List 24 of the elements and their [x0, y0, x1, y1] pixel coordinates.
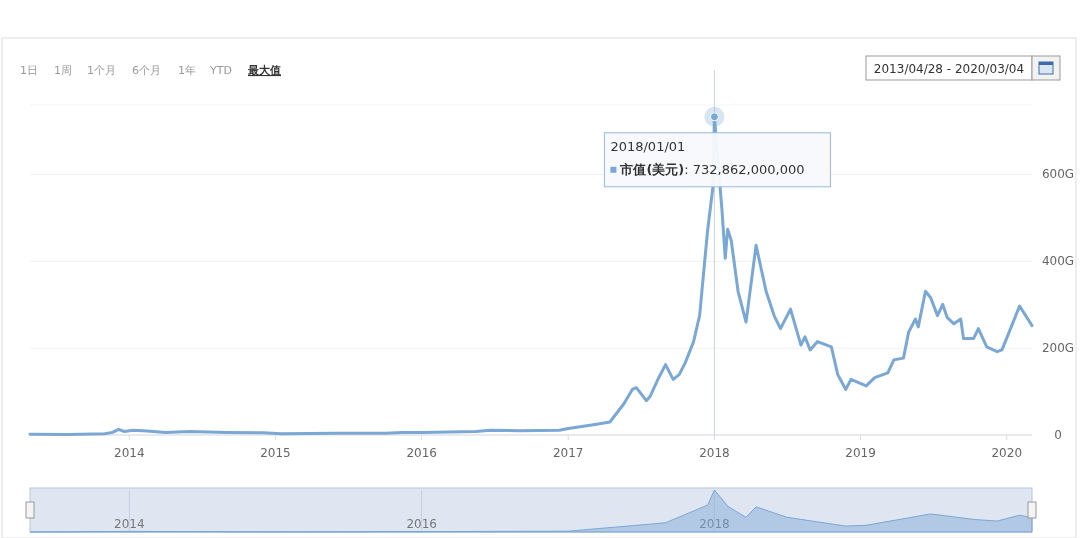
y-tick-label: 600G	[1041, 167, 1075, 182]
x-tick-label: 2014	[114, 517, 145, 531]
text: YTD	[209, 64, 232, 77]
text: 2013/04/28 - 2020/03/04	[873, 62, 1025, 76]
x-tick-label: 2018	[699, 517, 730, 531]
x-tick-label: 2019	[845, 446, 876, 460]
annotation: 2018/01/01	[610, 138, 686, 154]
x-tick-label: 2016	[406, 517, 437, 531]
text: 1周	[54, 64, 72, 77]
x-tick-label: 2014	[114, 446, 145, 460]
x-tick-label: 2017	[552, 446, 584, 460]
text: 1年	[178, 64, 196, 77]
text: 6个月	[132, 64, 161, 77]
x-tick-label: 2018	[699, 446, 730, 460]
text: 1个月	[87, 64, 116, 77]
x-tick-label: 2020	[991, 446, 1023, 460]
y-tick-label: 200G	[1041, 341, 1075, 356]
y-tick-label: 400G	[1041, 254, 1075, 269]
text: 1日	[20, 64, 38, 77]
annotation: 市值(美元): 732,862,000,000	[619, 161, 805, 177]
y-tick-label: 0	[1054, 428, 1062, 442]
text: 最大值	[247, 64, 281, 77]
x-tick-label: 2015	[260, 446, 291, 460]
x-tick-label: 2016	[406, 446, 437, 460]
